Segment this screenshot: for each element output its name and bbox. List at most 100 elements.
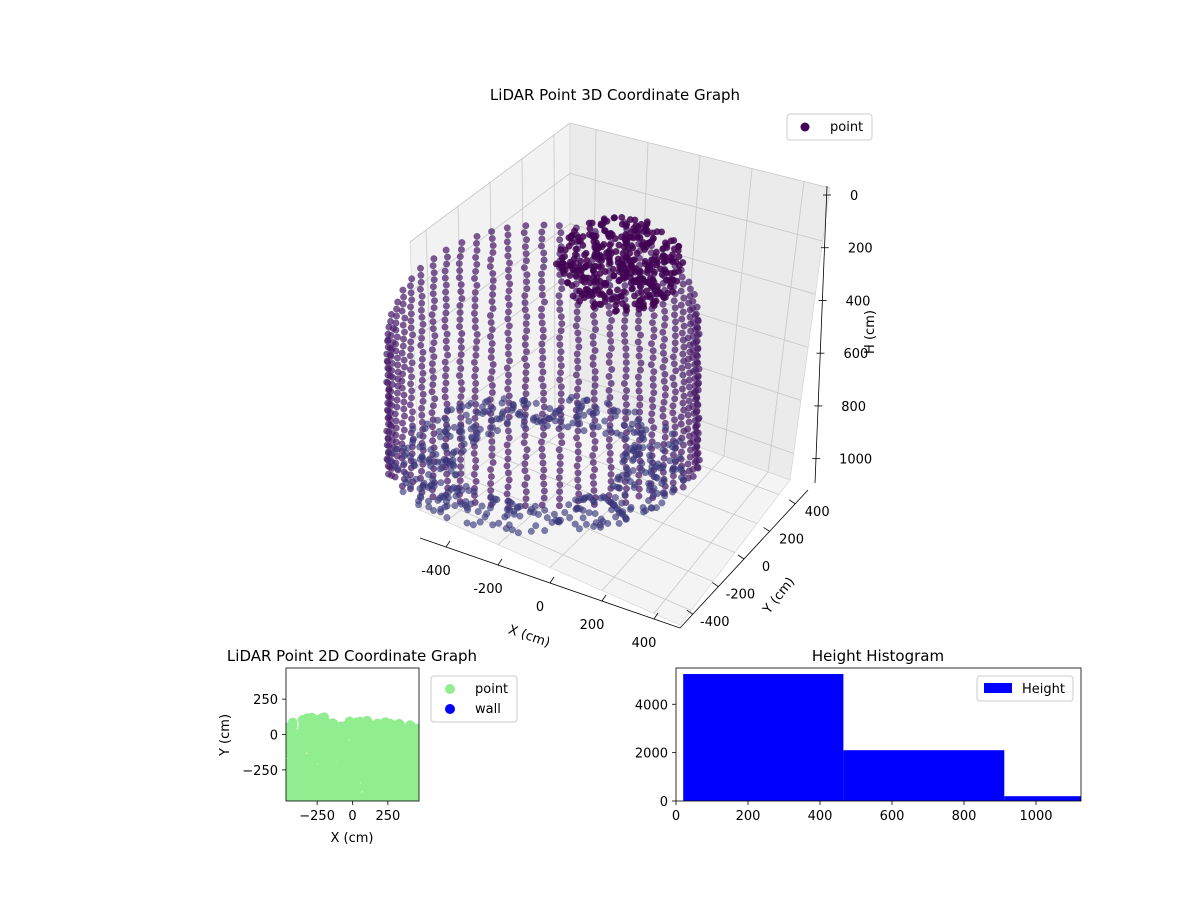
point-3d — [602, 429, 610, 438]
point-3d — [430, 297, 439, 305]
point-3d — [554, 516, 563, 525]
point-3d — [589, 267, 597, 275]
point-3d — [574, 364, 582, 372]
point-2d — [302, 753, 313, 764]
point-3d — [400, 426, 408, 434]
legend-3d-marker-point — [800, 122, 810, 132]
point-3d — [622, 352, 630, 360]
point-3d — [489, 283, 497, 292]
point-3d — [585, 219, 593, 227]
point-3d — [419, 390, 427, 398]
point-3d — [400, 452, 408, 460]
point-3d — [521, 341, 529, 349]
point-3d — [555, 474, 563, 482]
point-3d — [538, 340, 546, 348]
point-3d — [660, 335, 669, 343]
point-3d — [457, 365, 465, 373]
point-3d — [546, 405, 554, 413]
point-2d — [329, 765, 340, 776]
point-3d — [522, 488, 530, 496]
y-tick-3d — [788, 499, 796, 505]
point-3d — [430, 276, 438, 284]
point-3d — [417, 341, 425, 349]
point-3d — [522, 320, 530, 328]
point-2d — [286, 764, 293, 775]
point-3d — [392, 319, 400, 327]
point-3d — [470, 309, 478, 317]
point-3d — [630, 278, 638, 286]
x-tick-3d — [601, 594, 607, 602]
point-3d — [516, 408, 524, 416]
point-3d — [488, 227, 496, 236]
legend-2d: point wall — [430, 675, 518, 723]
point-3d — [669, 374, 677, 382]
point-3d — [488, 339, 496, 348]
point-3d — [634, 373, 642, 381]
point-3d — [472, 344, 480, 352]
point-3d — [400, 356, 408, 364]
point-3d — [522, 390, 530, 398]
point-3d — [671, 339, 679, 347]
point-3d — [635, 451, 643, 459]
point-3d — [458, 239, 466, 247]
point-3d — [471, 323, 479, 331]
point-2d — [340, 794, 351, 801]
point-3d — [555, 334, 564, 342]
point-3d — [503, 418, 511, 426]
point-3d — [684, 411, 692, 419]
point-3d — [556, 306, 564, 314]
x-tick-label-3d: 400 — [632, 636, 657, 651]
x-tick-label-2d: −250 — [299, 809, 335, 824]
point-3d — [436, 465, 444, 473]
point-3d — [574, 448, 582, 456]
point-3d — [473, 281, 481, 289]
point-3d — [434, 458, 442, 466]
point-3d — [543, 514, 551, 522]
point-3d — [505, 322, 513, 330]
point-3d — [618, 300, 627, 308]
point-3d — [590, 522, 598, 530]
point-3d — [557, 362, 565, 370]
point-3d — [428, 409, 436, 417]
point-3d — [416, 431, 424, 439]
point-3d — [617, 431, 625, 439]
point-3d — [611, 494, 619, 502]
point-3d — [455, 274, 463, 282]
point-3d — [473, 429, 481, 437]
point-3d — [671, 388, 680, 396]
point-3d — [443, 406, 451, 414]
point-3d — [539, 459, 547, 467]
point-3d — [489, 304, 497, 313]
point-3d — [531, 502, 539, 510]
point-3d — [522, 278, 531, 286]
point-3d — [522, 495, 530, 503]
point-3d — [412, 475, 420, 483]
point-3d — [407, 380, 415, 388]
point-2d — [304, 742, 315, 753]
point-3d — [419, 369, 427, 377]
point-3d — [500, 395, 508, 403]
point-3d — [534, 510, 542, 518]
point-3d — [695, 330, 703, 338]
histogram-bar — [1004, 796, 1081, 801]
grid-y-left — [553, 134, 556, 412]
point-3d — [406, 303, 415, 311]
point-3d — [622, 345, 630, 353]
point-3d — [605, 309, 613, 317]
point-3d — [521, 467, 529, 475]
point-3d — [622, 252, 631, 260]
point-3d — [504, 343, 512, 351]
point-2d — [381, 787, 392, 797]
point-3d — [538, 312, 546, 320]
point-3d — [685, 397, 693, 405]
point-3d — [540, 494, 548, 502]
point-3d — [407, 338, 415, 346]
point-3d — [630, 483, 638, 491]
point-3d — [614, 255, 622, 263]
point-3d — [693, 393, 701, 401]
point-3d — [402, 470, 410, 478]
point-3d — [679, 350, 687, 358]
ticks-hist: 0 200 400 600 800 1000 0 2000 4000 — [635, 698, 1053, 824]
point-3d — [638, 459, 646, 468]
point-3d — [489, 241, 497, 250]
